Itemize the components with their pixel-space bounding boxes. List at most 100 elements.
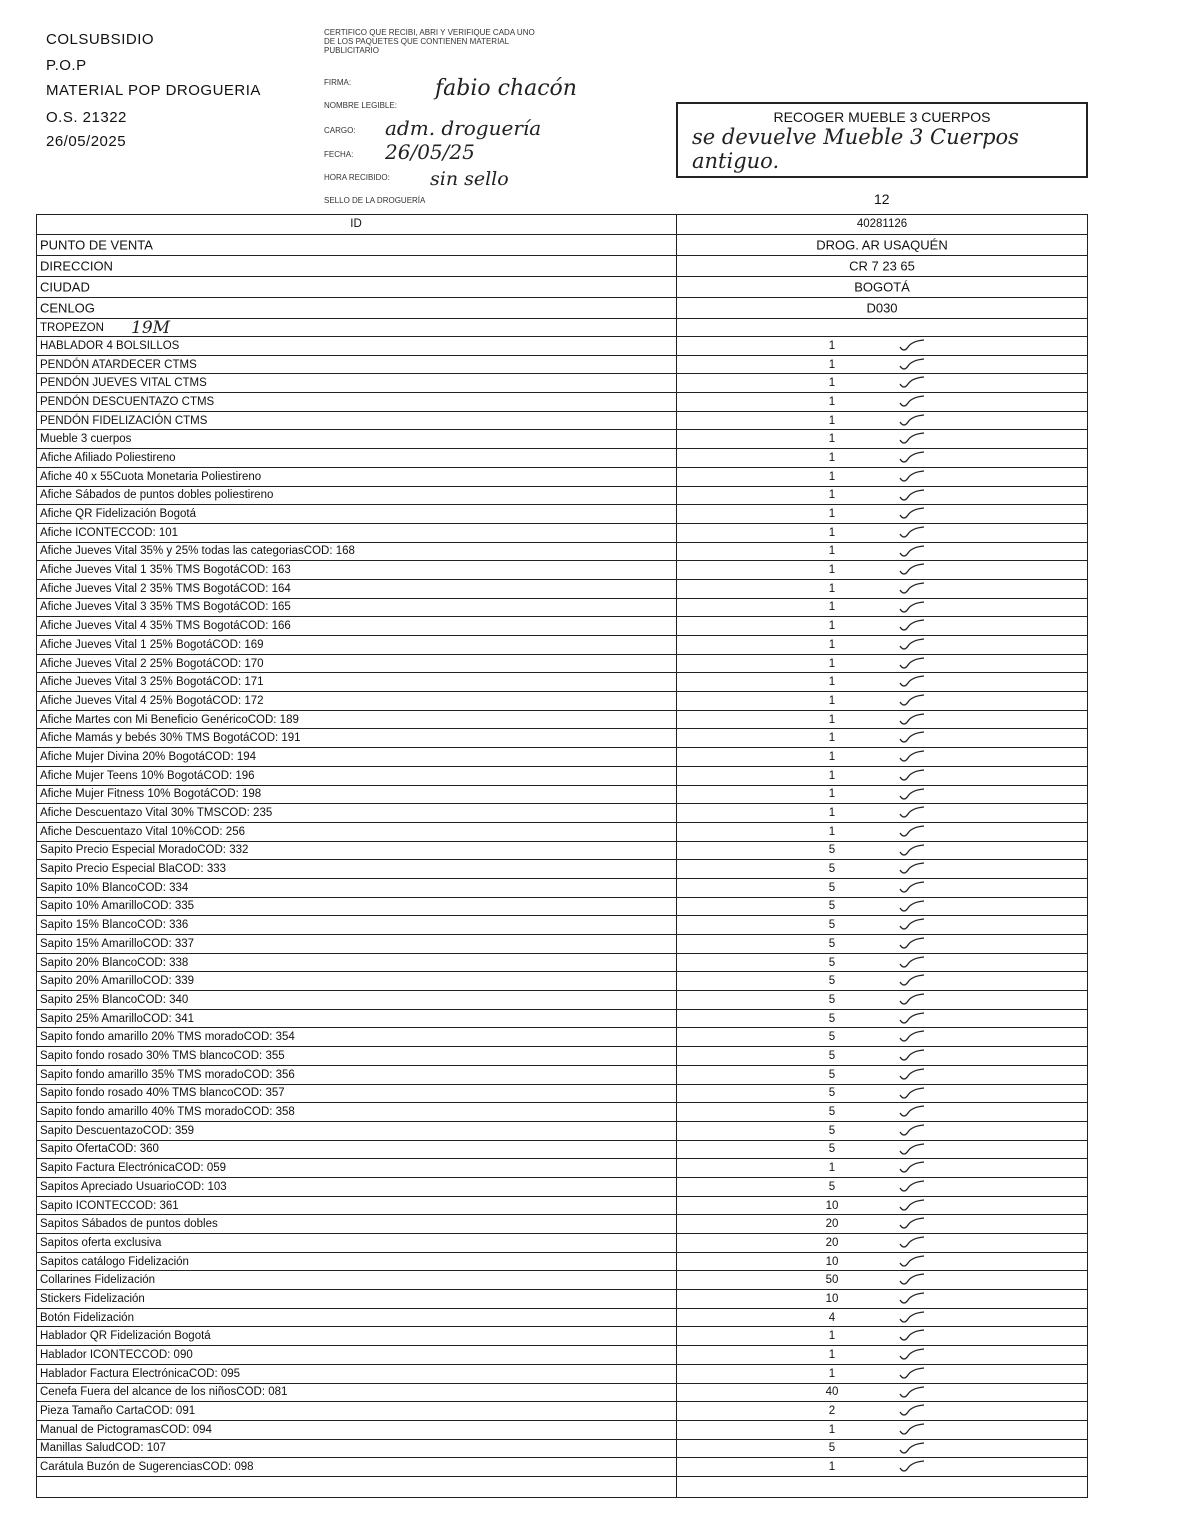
column-divider <box>676 256 677 276</box>
item-name: Sapito 20% BlancoCOD: 338 <box>40 956 189 969</box>
item-row: Sapito OfertaCOD: 360 5 <box>36 1140 1088 1160</box>
checkmark <box>899 1329 925 1342</box>
checkmark <box>899 918 925 930</box>
checkmark <box>899 638 925 650</box>
column-divider <box>676 1327 677 1346</box>
column-divider <box>676 1439 677 1458</box>
item-row: Pieza Tamaño CartaCOD: 091 2 <box>36 1402 1088 1421</box>
sello-label: SELLO DE LA DROGUERÍA <box>324 196 426 205</box>
item-name: Sapito fondo amarillo 35% TMS moradoCOD:… <box>40 1068 295 1081</box>
item-qty: 5 <box>828 956 836 969</box>
item-qty: 5 <box>828 919 836 932</box>
item-qty: 1 <box>828 657 836 670</box>
item-row: Sapito 25% AmarilloCOD: 341 5 <box>36 1009 1088 1029</box>
info-row: CENLOG D030 <box>36 298 1088 319</box>
item-name: PENDÓN ATARDECER CTMS <box>40 358 197 371</box>
item-qty: 1 <box>828 564 836 577</box>
column-divider <box>676 277 677 297</box>
item-name: Hablador ICONTECCOD: 090 <box>40 1349 193 1362</box>
certify: CERTIFICO QUE RECIBI, ABRI Y VERIFIQUE C… <box>324 28 535 55</box>
item-name: Afiche Mujer Divina 20% BogotáCOD: 194 <box>40 750 257 763</box>
checkmark <box>899 1423 925 1435</box>
item-qty: 1 <box>828 825 836 838</box>
checkmark <box>899 470 925 482</box>
item-name: PENDÓN DESCUENTAZO CTMS <box>40 395 215 408</box>
item-row: Afiche Mujer Divina 20% BogotáCOD: 194 1 <box>36 748 1088 767</box>
item-name: Sapito 15% BlancoCOD: 336 <box>40 919 189 932</box>
checkmark <box>899 1124 925 1136</box>
item-row: Afiche Jueves Vital 4 25% BogotáCOD: 172… <box>36 692 1088 711</box>
info-label: DIRECCION <box>40 258 113 274</box>
item-row: PENDÓN DESCUENTAZO CTMS 1 <box>36 393 1088 412</box>
column-divider <box>676 1252 677 1271</box>
column-divider <box>676 598 677 617</box>
column-divider <box>676 467 677 486</box>
item-row: Afiche Jueves Vital 3 25% BogotáCOD: 171… <box>36 673 1088 693</box>
item-row: Afiche Descuentazo Vital 10%COD: 256 1 <box>36 822 1088 842</box>
checkmark <box>899 806 925 818</box>
column-divider <box>676 1458 677 1476</box>
column-divider <box>676 214 677 234</box>
item-name: Afiche Jueves Vital 2 35% TMS BogotáCOD:… <box>40 582 291 595</box>
item-row: Manual de PictogramasCOD: 094 1 <box>36 1420 1088 1440</box>
column-divider <box>676 1159 677 1177</box>
item-name: Afiche Afiliado Poliestireno <box>40 451 176 464</box>
checkmark <box>899 1236 925 1248</box>
item-qty: 5 <box>828 1180 836 1193</box>
info-value: BOGOTÁ <box>854 279 910 295</box>
item-name: Pieza Tamaño CartaCOD: 091 <box>40 1405 196 1418</box>
item-qty: 1 <box>828 339 836 352</box>
item-qty: 1 <box>828 620 836 633</box>
column-divider <box>676 1477 677 1497</box>
checkmark <box>899 544 925 557</box>
item-name: Hablador Factura ElectrónicaCOD: 095 <box>40 1367 241 1380</box>
item-qty: 1 <box>828 545 836 558</box>
item-name: Sapito Precio Especial BlaCOD: 333 <box>40 863 227 876</box>
item-name: Manillas SaludCOD: 107 <box>40 1442 166 1455</box>
checkmark <box>899 694 925 706</box>
column-divider <box>676 319 677 336</box>
column-divider <box>676 1308 677 1327</box>
item-name: Afiche Jueves Vital 1 35% TMS BogotáCOD:… <box>40 564 291 577</box>
column-divider <box>676 654 677 673</box>
column-divider <box>676 486 677 505</box>
checkmark <box>899 713 925 725</box>
column-divider <box>676 1364 677 1383</box>
item-qty: 1 <box>828 807 836 820</box>
checkmark <box>899 1105 925 1117</box>
item-name: Sapito fondo rosado 40% TMS blancoCOD: 3… <box>40 1087 285 1100</box>
item-name: Sapitos oferta exclusiva <box>40 1236 162 1249</box>
item-name: Afiche Jueves Vital 2 25% BogotáCOD: 170 <box>40 657 264 670</box>
item-name: Afiche Mujer Fitness 10% BogotáCOD: 198 <box>40 788 262 801</box>
item-row: Sapito fondo amarillo 40% TMS moradoCOD:… <box>36 1103 1088 1122</box>
info-label: CIUDAD <box>40 279 90 295</box>
item-qty: 2 <box>828 1405 836 1418</box>
column-divider <box>676 991 677 1009</box>
item-name: Sapito 10% BlancoCOD: 334 <box>40 881 189 894</box>
column-divider <box>676 1177 677 1196</box>
item-name: Afiche Martes con Mi Beneficio GenéricoC… <box>40 713 299 726</box>
item-name: Sapitos Apreciado UsuarioCOD: 103 <box>40 1180 227 1193</box>
item-row: Afiche Jueves Vital 1 35% TMS BogotáCOD:… <box>36 561 1088 580</box>
item-name: Afiche Descuentazo Vital 30% TMSCOD: 235 <box>40 807 273 820</box>
item-qty: 1 <box>828 358 836 371</box>
column-divider <box>676 636 677 654</box>
item-qty: 5 <box>828 1087 836 1100</box>
item-row: Afiche QR Fidelización Bogotá 1 <box>36 505 1088 524</box>
item-qty: 1 <box>828 377 836 390</box>
checkmark <box>899 675 925 688</box>
item-name: Afiche Sábados de puntos dobles poliesti… <box>40 489 274 502</box>
item-qty: 1 <box>828 750 836 763</box>
item-name: Manual de PictogramasCOD: 094 <box>40 1423 212 1436</box>
item-row: Sapitos Sábados de puntos dobles 20 <box>36 1215 1088 1235</box>
item-qty: 5 <box>828 1012 836 1025</box>
item-row: Sapitos catálogo Fidelización 10 <box>36 1252 1088 1272</box>
item-name: Cenefa Fuera del alcance de los niñosCOD… <box>40 1386 288 1399</box>
item-name: Sapito Precio Especial MoradoCOD: 332 <box>40 844 249 857</box>
item-name: Afiche Jueves Vital 4 35% TMS BogotáCOD:… <box>40 620 291 633</box>
item-row: Sapito Precio Especial BlaCOD: 333 5 <box>36 860 1088 879</box>
item-name: Afiche ICONTECCOD: 101 <box>40 526 179 539</box>
order: O.S. 21322 <box>46 109 127 126</box>
item-row: Stickers Fidelización 10 <box>36 1290 1088 1309</box>
